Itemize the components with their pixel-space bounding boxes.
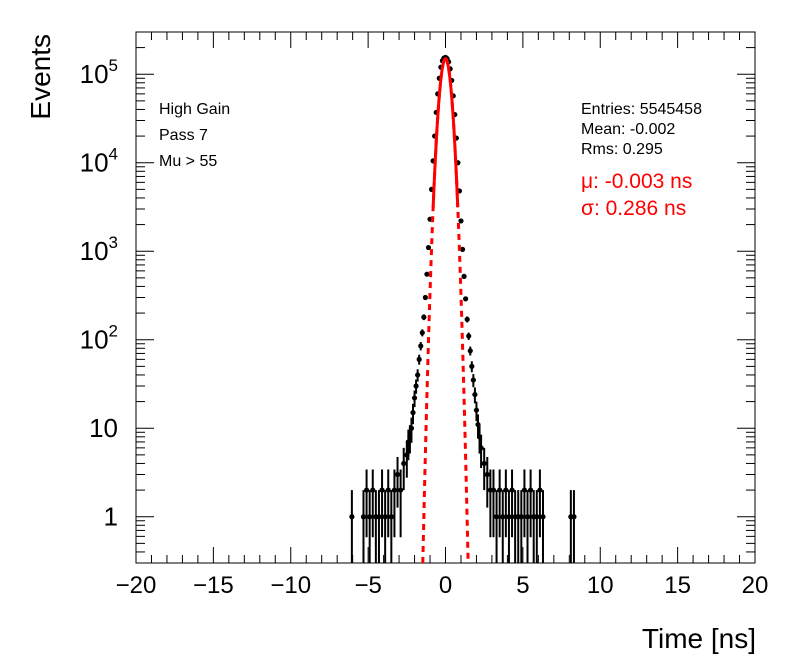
data-point	[484, 471, 490, 478]
data-point	[524, 514, 531, 520]
data-point	[458, 218, 464, 224]
data-point	[413, 383, 419, 389]
data-point	[464, 316, 470, 322]
data-point	[461, 273, 467, 279]
fit-curve	[421, 57, 470, 564]
data-point	[370, 487, 376, 493]
y-tick-label: 104	[80, 145, 118, 178]
data-point	[466, 333, 472, 339]
data-point	[540, 514, 546, 520]
data-point	[463, 296, 469, 302]
data-point	[367, 514, 373, 520]
stats-rms: Rms: 0.295	[581, 141, 663, 158]
annotation-mu-cut: Mu > 55	[159, 153, 217, 170]
y-tick-label: 102	[80, 322, 118, 355]
data-point	[360, 514, 367, 520]
data-point	[385, 487, 391, 493]
data-point	[571, 514, 577, 520]
data-point	[509, 487, 515, 493]
data-point	[503, 487, 509, 493]
data-point	[521, 487, 528, 493]
stats-entries: Entries: 5545458	[581, 101, 702, 118]
data-point	[490, 487, 497, 493]
data-point	[537, 487, 543, 493]
y-tick-label: 105	[80, 56, 118, 89]
fit-mu-label: μ: -0.003 ns	[581, 170, 692, 193]
x-axis-ticks: −20 −15 −10 −5 0 5 10 15 20	[116, 32, 769, 599]
x-tick-label: 15	[664, 572, 691, 599]
data-series	[349, 54, 577, 563]
x-tick-label: 5	[516, 572, 529, 599]
data-point	[391, 487, 398, 493]
x-tick-label: 10	[587, 572, 614, 599]
data-point	[469, 363, 475, 369]
x-tick-label: 0	[439, 572, 452, 599]
y-tick-label: 103	[80, 233, 118, 266]
data-point	[534, 514, 540, 520]
data-point	[493, 514, 500, 520]
data-point	[425, 244, 432, 251]
data-point	[388, 514, 394, 520]
data-point	[398, 487, 404, 493]
data-point	[410, 410, 416, 416]
fit-sigma-label: σ: 0.286 ns	[581, 197, 686, 220]
data-point	[382, 514, 388, 520]
fit-line	[421, 57, 470, 564]
data-point	[349, 514, 355, 520]
data-point	[481, 460, 487, 467]
data-point	[506, 514, 512, 520]
data-point	[376, 514, 382, 520]
data-point	[415, 372, 421, 378]
data-point	[459, 246, 466, 252]
data-point	[497, 487, 503, 493]
data-point	[500, 514, 506, 520]
data-point	[528, 487, 534, 493]
data-point	[394, 471, 401, 478]
stats-mean: Mean: -0.002	[581, 121, 675, 138]
data-point	[472, 391, 478, 398]
data-point	[518, 514, 524, 520]
x-tick-label: −10	[270, 572, 311, 599]
fit-line-peak	[431, 57, 460, 208]
data-point	[379, 487, 385, 493]
x-tick-label: 20	[742, 572, 769, 599]
data-point	[363, 487, 370, 493]
data-point	[470, 377, 476, 383]
data-point	[473, 407, 480, 413]
data-point	[467, 348, 473, 354]
data-point	[419, 330, 425, 336]
data-point	[418, 343, 424, 349]
annotation-pass: Pass 7	[159, 127, 208, 144]
data-point	[421, 314, 427, 320]
y-axis-ticks: 1 10 102 103 104 105	[80, 31, 755, 564]
data-point	[411, 395, 418, 401]
data-point	[424, 271, 430, 277]
x-tick-label: −20	[116, 572, 157, 599]
data-point	[416, 356, 422, 362]
x-tick-label: −15	[193, 572, 234, 599]
y-axis-label: Events	[25, 34, 56, 120]
y-tick-label: 1	[104, 502, 118, 532]
x-tick-label: −5	[354, 572, 381, 599]
annotation-gain: High Gain	[159, 101, 230, 118]
data-point	[408, 425, 415, 431]
data-point	[401, 460, 407, 467]
x-axis-label: Time [ns]	[642, 623, 756, 654]
y-tick-label: 10	[89, 413, 118, 443]
data-point	[478, 445, 484, 451]
data-point	[422, 294, 428, 301]
